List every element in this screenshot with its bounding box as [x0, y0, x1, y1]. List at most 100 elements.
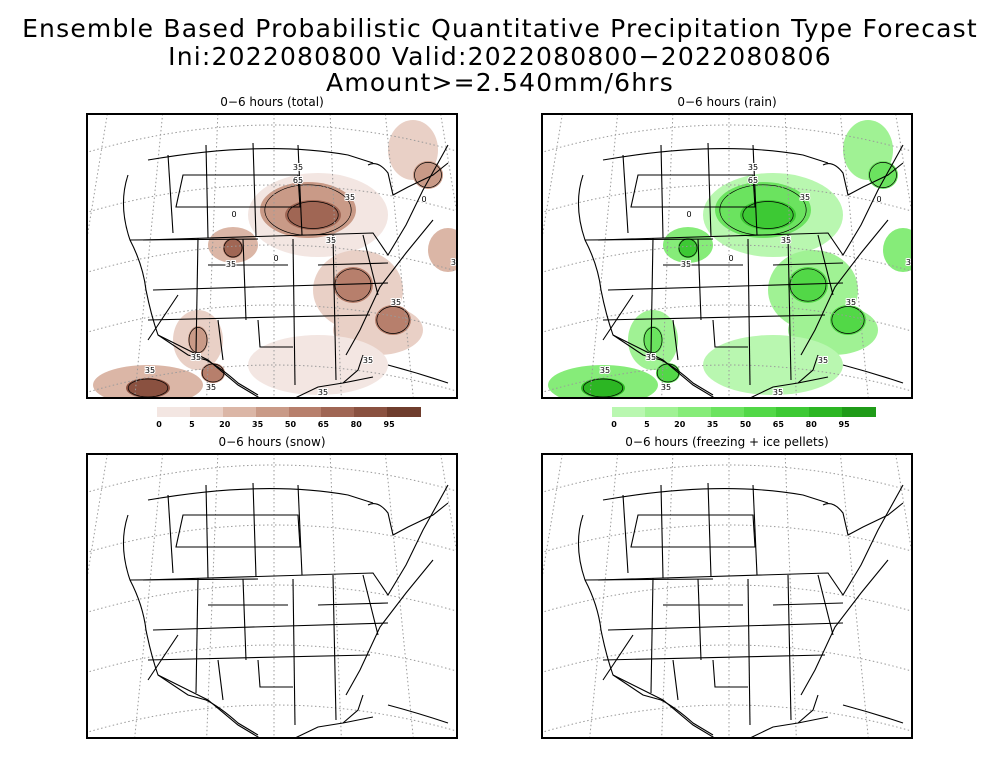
- contour-label: 35: [846, 298, 856, 307]
- contour-label: 35: [293, 163, 303, 172]
- probability-area: [413, 161, 443, 189]
- graticule-line: [661, 115, 674, 397]
- colorbar-label: 20: [219, 420, 231, 429]
- border-line: [672, 659, 679, 701]
- border-line: [147, 488, 374, 504]
- border-line: [205, 144, 209, 239]
- border-line: [817, 234, 834, 296]
- border-line: [167, 494, 174, 574]
- state-borders: [577, 142, 904, 397]
- contour-label: 35: [451, 258, 456, 267]
- graticule-line: [88, 524, 456, 553]
- border-line: [367, 502, 449, 536]
- contour-label: 0: [421, 195, 426, 204]
- probability-area: [581, 378, 625, 397]
- colorbar-swatch: [677, 407, 712, 417]
- map-panel-total: 35 65 35 35 35 35 35 35 35 35 35 0 0 0 35: [86, 113, 458, 399]
- border-line: [602, 634, 634, 681]
- contour-label: 0: [231, 210, 236, 219]
- border-line: [650, 577, 654, 694]
- probability-area: [883, 228, 911, 272]
- border-line: [362, 574, 379, 636]
- probability-area: [830, 305, 866, 335]
- border-line: [800, 219, 889, 356]
- border-line: [175, 514, 301, 548]
- graticule-line: [839, 455, 869, 737]
- colorbar-swatch: [387, 407, 421, 417]
- colorbar-swatch: [809, 407, 843, 417]
- border-line: [622, 154, 629, 234]
- contour-labels: 35 65 35 35 35 35 35 35 35 35 35 0 0 0 35: [144, 162, 456, 397]
- graticule-line: [88, 115, 108, 236]
- probability-area: [248, 335, 388, 395]
- contour-label: 35: [318, 388, 328, 397]
- probability-area: [643, 326, 663, 354]
- probability-area: [126, 378, 170, 397]
- contour-label: 0: [876, 195, 881, 204]
- contour-line: [287, 201, 339, 229]
- border-line: [142, 144, 449, 257]
- contour-labels: 35 65 35 35 35 35 35 35 35 35 35 0 0 0 35: [599, 162, 911, 397]
- border-line: [660, 484, 664, 579]
- graticule-line: [784, 455, 797, 737]
- graticule: [543, 115, 911, 397]
- map-panel-rain: 35 65 35 35 35 35 35 35 35 35 35 0 0 0 35: [541, 113, 913, 399]
- colorbar-label: 5: [189, 420, 195, 429]
- map-panel-snow: [86, 453, 458, 739]
- border-line: [252, 142, 257, 238]
- colorbar-swatch: [321, 407, 355, 417]
- contour-line: [831, 306, 865, 334]
- colorbar-swatch: [288, 407, 322, 417]
- border-line: [584, 238, 714, 241]
- figure-title-line1: Ensemble Based Probabilistic Quantitativ…: [22, 14, 978, 43]
- contour-label: 35: [206, 383, 216, 392]
- graticule-line: [206, 115, 219, 397]
- border-line: [129, 578, 259, 581]
- border-line: [205, 484, 209, 579]
- contour-label: 35: [226, 260, 236, 269]
- probability-area: [740, 200, 796, 230]
- border-line: [252, 482, 257, 578]
- figure-title-line2: Ini:2022080800 Valid:2022080800−20220808…: [168, 42, 832, 97]
- contour-label: 35: [661, 383, 671, 392]
- graticule-line: [589, 115, 619, 397]
- probability-area: [428, 228, 456, 272]
- colorbar-total: 0 5 20 35 50 65 80 95: [156, 407, 421, 429]
- border-line: [387, 704, 449, 724]
- border-line: [217, 319, 224, 361]
- border-line: [787, 574, 792, 721]
- contour-line: [127, 378, 169, 397]
- probability-area: [201, 363, 225, 383]
- panel-title-snow: 0−6 hours (snow): [218, 435, 326, 449]
- contour-line: [643, 327, 663, 353]
- colorbar-swatch: [644, 407, 679, 417]
- border-line: [597, 144, 904, 257]
- border-line: [292, 578, 296, 726]
- border-line: [607, 622, 844, 631]
- border-line: [342, 354, 364, 384]
- border-line: [772, 602, 844, 606]
- border-line: [242, 238, 247, 321]
- border-line: [630, 514, 756, 548]
- colorbar-label: 50: [284, 420, 297, 429]
- border-line: [152, 622, 389, 631]
- border-line: [147, 148, 374, 164]
- border-line: [195, 237, 199, 354]
- graticule: [88, 455, 456, 737]
- border-line: [257, 319, 293, 348]
- border-line: [797, 694, 819, 724]
- border-line: [650, 237, 654, 354]
- probability-area: [333, 267, 373, 303]
- colorbar-swatch: [842, 407, 876, 417]
- border-line: [195, 577, 199, 694]
- graticule-line: [543, 524, 911, 553]
- probability-area: [868, 161, 898, 189]
- map-svg: [543, 455, 911, 737]
- border-line: [157, 334, 374, 397]
- border-line: [602, 654, 826, 661]
- border-line: [842, 364, 904, 384]
- contour-label: 35: [363, 356, 373, 365]
- border-line: [147, 634, 179, 681]
- probability-area: [223, 238, 243, 258]
- border-line: [712, 659, 748, 688]
